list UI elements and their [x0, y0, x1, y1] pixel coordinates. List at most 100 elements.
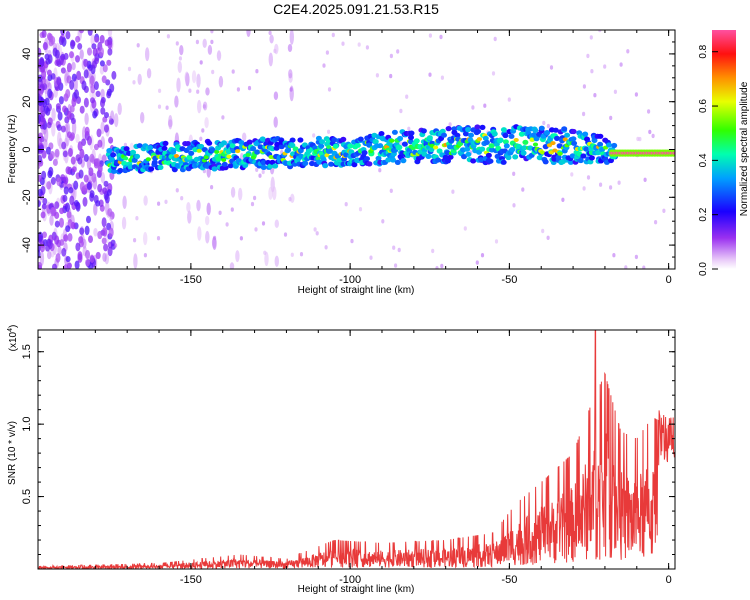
spectrogram-cells — [38, 30, 675, 269]
noise-cell — [38, 113, 41, 124]
noise-cell — [83, 69, 89, 79]
noise-cell — [87, 135, 92, 146]
ridge-cell — [479, 124, 486, 130]
ridge-cell — [235, 149, 241, 154]
ridge-cell — [340, 136, 347, 142]
ridge-cell — [597, 133, 604, 139]
ridge-cell — [426, 135, 433, 141]
noise-cell — [111, 70, 117, 80]
noise-cell — [230, 207, 234, 212]
ridge-cell — [229, 143, 236, 149]
noise-cell — [394, 263, 398, 268]
noise-cell — [47, 170, 53, 179]
x-tick-label: -150 — [180, 274, 202, 286]
noise-cell — [77, 141, 83, 152]
noise-cell — [47, 74, 53, 82]
noise-cell — [56, 177, 62, 187]
noise-cell — [41, 203, 47, 210]
ridge-cell — [479, 146, 486, 152]
noise-cell — [431, 248, 435, 254]
x-tick-label: 0 — [666, 574, 672, 586]
ridge-cell — [550, 141, 556, 146]
noise-cell — [407, 126, 411, 131]
ridge-cell — [571, 140, 578, 146]
noise-cell — [46, 69, 52, 76]
noise-cell — [47, 88, 53, 99]
noise-cell — [56, 124, 62, 131]
ridge-cell — [148, 166, 155, 172]
noise-cell — [166, 34, 170, 39]
noise-cell — [93, 203, 98, 216]
noise-cell — [475, 260, 479, 265]
noise-cell — [78, 169, 84, 179]
ridge-cell — [254, 149, 261, 155]
noise-cell — [44, 97, 50, 106]
ridge-cell — [583, 146, 590, 152]
noise-cell — [89, 153, 95, 163]
noise-cell — [448, 122, 452, 127]
noise-cell — [84, 112, 89, 125]
noise-cell — [101, 217, 107, 228]
noise-cell — [405, 94, 409, 99]
ridge-cell — [483, 139, 490, 145]
ridge-cell — [533, 136, 540, 142]
snr-panel: -150 -100 -50 0 0.5 1.0 1.5 Height of straigh… — [7, 325, 676, 595]
noise-cell — [108, 115, 112, 121]
noise-cell — [96, 128, 102, 138]
noise-cell — [268, 186, 273, 200]
y-tick-label: 0 — [21, 146, 33, 152]
colorbar-gradient — [712, 30, 736, 269]
noise-cell — [312, 133, 316, 138]
noise-cell — [246, 30, 251, 37]
noise-cell — [83, 97, 89, 108]
ridge-cell — [487, 158, 494, 164]
noise-cell — [146, 68, 152, 79]
noise-cell — [273, 48, 277, 54]
noise-cell — [71, 61, 76, 71]
noise-cell — [103, 243, 109, 252]
ridge-cell — [221, 161, 228, 167]
noise-cell — [238, 187, 243, 201]
ridge-cell — [428, 146, 435, 153]
ridge-cell — [470, 158, 477, 164]
ridge-cell — [130, 149, 137, 155]
noise-cell — [77, 157, 83, 165]
x-tick-label: -50 — [501, 274, 517, 286]
noise-cell — [66, 110, 72, 120]
ridge-cell — [461, 154, 467, 160]
noise-cell — [235, 250, 240, 263]
ridge-cell — [221, 140, 227, 146]
noise-cell — [89, 75, 95, 86]
spectrogram-x-label: Height of straight line (km) — [298, 285, 415, 296]
ridge-cell — [435, 157, 441, 163]
noise-cell — [274, 255, 279, 267]
noise-cell — [344, 202, 348, 207]
noise-cell — [546, 123, 551, 129]
noise-cell — [480, 253, 485, 258]
ridge-cell — [522, 139, 529, 145]
noise-cell — [87, 30, 93, 36]
ridge-cell — [211, 166, 218, 172]
ridge-cell — [606, 142, 612, 148]
snr-x-ticks: -150 -100 -50 0 — [62, 330, 672, 586]
snr-y-label: SNR (10 * v/v) — [7, 421, 18, 485]
ridge-cell — [413, 138, 420, 144]
noise-cell — [107, 208, 113, 217]
noise-cell — [95, 200, 101, 207]
noise-cell — [164, 199, 168, 204]
noise-cell — [289, 30, 294, 45]
ridge-cell — [170, 149, 177, 155]
ridge-cell — [322, 163, 329, 169]
noise-cell — [65, 202, 70, 213]
noise-cell — [399, 141, 403, 146]
noise-cell — [331, 32, 335, 38]
noise-cell — [102, 187, 108, 195]
noise-cell — [70, 117, 76, 125]
noise-cell — [104, 112, 109, 119]
noise-cell — [79, 227, 85, 235]
noise-cell — [57, 245, 62, 255]
noise-cell — [97, 183, 103, 193]
noise-cell — [202, 38, 207, 49]
noise-cell — [61, 247, 67, 257]
noise-cell — [175, 41, 179, 46]
